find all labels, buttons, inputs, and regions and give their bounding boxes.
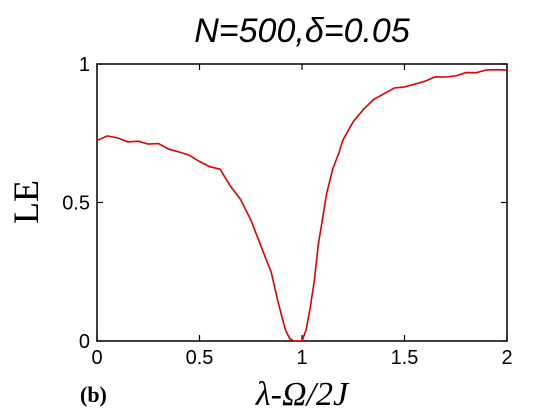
y-tick-label: 0 <box>79 331 90 353</box>
y-tick-label: 0.5 <box>62 193 90 215</box>
axes-frame <box>96 63 508 342</box>
x-tick-label: 1.5 <box>391 347 419 369</box>
x-tick-label: 0.5 <box>186 347 214 369</box>
x-axis-label: λ-Ω/2J <box>255 376 350 413</box>
x-tick-label: 1 <box>296 347 307 369</box>
x-axis-ticks: 0 0.5 1 1.5 2 <box>91 64 513 369</box>
y-axis-ticks: 00.51 <box>62 54 507 353</box>
series-line-le <box>96 68 508 342</box>
y-tick-label: 1 <box>79 54 90 76</box>
plot-area: 0 0.5 1 1.5 2 00.51 <box>62 54 512 369</box>
y-axis-label: LE <box>6 180 46 224</box>
chart-title: N=500,δ=0.05 <box>194 12 410 50</box>
panel-label: (b) <box>80 382 107 407</box>
x-tick-label: 0 <box>91 347 102 369</box>
x-tick-label: 2 <box>501 347 512 369</box>
